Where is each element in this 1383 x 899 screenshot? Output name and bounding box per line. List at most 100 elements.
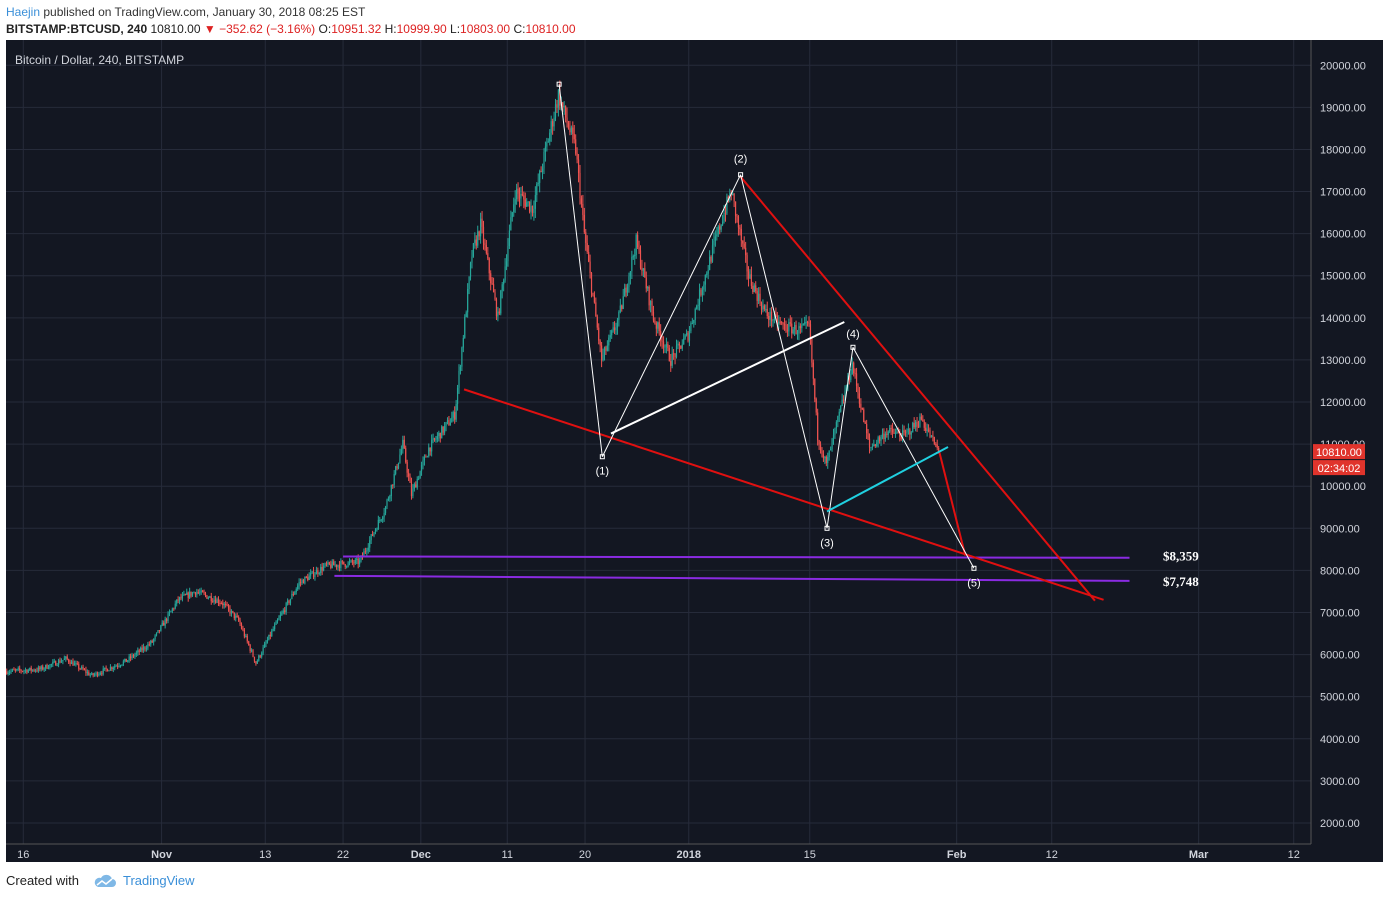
- candle-body: [258, 655, 260, 661]
- candle-body: [328, 562, 330, 565]
- candle-body: [19, 668, 21, 671]
- candle-body: [677, 343, 679, 346]
- candle: [454, 406, 456, 424]
- candle: [685, 329, 688, 337]
- candle: [791, 317, 793, 339]
- candle: [353, 559, 355, 568]
- candle-body: [86, 672, 88, 674]
- candle: [438, 430, 440, 442]
- candle-body: [720, 224, 722, 230]
- candle: [37, 665, 40, 673]
- candle: [53, 658, 55, 663]
- candle: [204, 591, 207, 598]
- candle-body: [222, 603, 224, 606]
- candle: [96, 671, 99, 678]
- candle-body: [821, 450, 823, 455]
- candle: [158, 629, 161, 634]
- candle: [867, 429, 869, 441]
- candle-body: [33, 669, 35, 671]
- candle: [104, 667, 106, 671]
- candle: [318, 571, 320, 576]
- candle: [673, 349, 675, 360]
- candle-body: [694, 308, 696, 321]
- candle-body: [445, 422, 447, 426]
- candle: [9, 669, 11, 676]
- candle: [46, 663, 48, 670]
- candle: [307, 573, 309, 582]
- candle: [426, 455, 428, 458]
- candle-body: [562, 102, 564, 108]
- candle: [128, 653, 130, 663]
- candle: [177, 596, 179, 604]
- candle-body: [174, 603, 176, 609]
- candle-body: [275, 621, 277, 625]
- tradingview-link[interactable]: TradingView: [85, 873, 195, 888]
- candle-body: [696, 306, 698, 309]
- low-label: L:: [450, 22, 461, 36]
- candle: [366, 547, 368, 556]
- candle-body: [508, 230, 511, 247]
- candle: [734, 201, 737, 224]
- candle: [200, 587, 202, 595]
- candle: [514, 190, 516, 213]
- candle: [606, 340, 608, 352]
- candle: [199, 588, 201, 596]
- wave-point-marker: [556, 81, 562, 87]
- candle: [390, 484, 392, 502]
- candle-body: [541, 168, 544, 172]
- candle: [413, 482, 415, 492]
- candle: [691, 318, 693, 325]
- candle-body: [96, 672, 99, 676]
- candle-body: [353, 562, 355, 564]
- candle: [563, 101, 565, 115]
- candle-body: [683, 338, 685, 345]
- candle-body: [933, 437, 935, 444]
- candle: [511, 211, 513, 222]
- candle: [402, 435, 404, 454]
- candle: [661, 334, 663, 349]
- price-chart[interactable]: (1) (2) (3) (4) (5) $8,359 $7,748 20000.00 1900…: [6, 40, 1383, 862]
- candle: [451, 411, 453, 423]
- candle: [382, 515, 384, 523]
- candle-body: [235, 615, 237, 619]
- candle: [592, 292, 594, 297]
- candle-body: [711, 245, 714, 262]
- candle-body: [400, 449, 402, 455]
- candle-body: [628, 276, 630, 287]
- candle: [720, 224, 722, 233]
- candle-body: [153, 639, 155, 643]
- chart-area[interactable]: (1) (2) (3) (4) (5) $8,359 $7,748 20000.00 1900…: [6, 40, 1383, 862]
- candle: [904, 429, 907, 437]
- candle: [471, 249, 473, 269]
- wave-segment: [852, 347, 975, 569]
- candle-body: [125, 658, 127, 662]
- candle-body: [915, 421, 917, 428]
- candle-body: [261, 653, 263, 657]
- candle: [769, 307, 771, 327]
- candle-body: [62, 660, 64, 662]
- candle-body: [602, 354, 604, 361]
- candle: [874, 443, 876, 449]
- candle-body: [274, 624, 276, 630]
- candle: [547, 138, 549, 143]
- x-tick-label: 15: [804, 849, 816, 861]
- candle: [135, 650, 137, 658]
- candle-body: [706, 273, 708, 275]
- candle-body: [184, 594, 186, 596]
- candle-body: [407, 472, 410, 477]
- candle: [444, 422, 446, 436]
- candle: [371, 530, 374, 537]
- candle-body: [294, 592, 296, 595]
- candle-body: [425, 456, 427, 458]
- candle: [564, 105, 567, 123]
- candle-body: [879, 437, 881, 441]
- candle-body: [7, 672, 9, 674]
- candle: [304, 576, 306, 585]
- candle-body: [471, 256, 473, 263]
- candle-body: [505, 261, 508, 267]
- candle: [81, 665, 83, 670]
- author-link[interactable]: Haejin: [6, 5, 41, 19]
- candle-body: [497, 311, 499, 317]
- candle: [108, 670, 110, 672]
- candle-body: [783, 324, 786, 326]
